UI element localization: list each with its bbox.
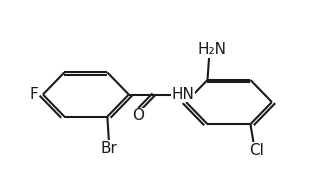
Text: HN: HN <box>171 87 194 102</box>
Text: Br: Br <box>100 141 117 156</box>
Text: Cl: Cl <box>249 143 264 158</box>
Text: F: F <box>30 87 38 102</box>
Text: H₂N: H₂N <box>198 42 227 57</box>
Text: O: O <box>132 108 144 123</box>
